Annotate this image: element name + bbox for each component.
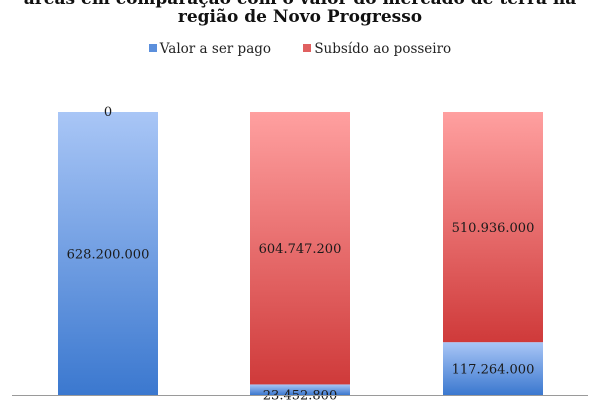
data-label: 510.936.000 — [452, 221, 535, 236]
bar-valor-2 — [250, 384, 350, 395]
legend-label: Subsído ao posseiro — [314, 41, 452, 57]
legend-item-subsidio: Subsído ao posseiro — [303, 41, 451, 57]
bar-valor-1 — [58, 112, 158, 395]
chart-title-line-2: região de Novo Progresso — [177, 7, 423, 27]
data-label: 117.264.000 — [452, 363, 535, 378]
data-label: 604.747.200 — [259, 242, 342, 257]
legend-swatch-blue — [148, 44, 157, 52]
bar-subsidio-3 — [443, 112, 543, 343]
legend-swatch-red — [303, 44, 312, 52]
bar-valor-3 — [443, 342, 543, 395]
legend-item-valor: Valor a ser pago — [148, 41, 272, 57]
legend: Valor a ser pago Subsído ao posseiro — [0, 41, 600, 57]
chart-title-line-1: áreas em comparação com o valor do merca… — [0, 0, 600, 10]
legend-label: Valor a ser pago — [159, 41, 272, 57]
bar-subsidio-2 — [250, 112, 350, 385]
data-label: 628.200.000 — [67, 248, 150, 263]
data-label: 23.452.800 — [263, 389, 337, 400]
data-label: 0 — [104, 105, 112, 120]
